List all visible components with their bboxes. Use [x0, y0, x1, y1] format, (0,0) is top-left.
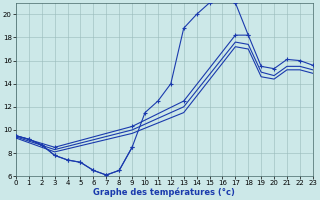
X-axis label: Graphe des températures (°c): Graphe des températures (°c)	[93, 188, 235, 197]
